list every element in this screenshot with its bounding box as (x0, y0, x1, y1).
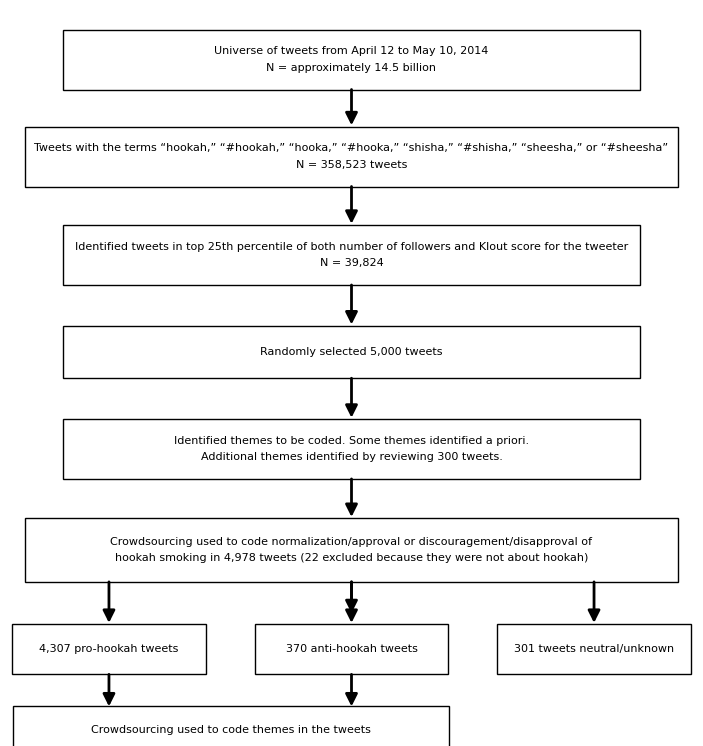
Text: Additional themes identified by reviewing 300 tweets.: Additional themes identified by reviewin… (200, 452, 503, 463)
FancyBboxPatch shape (498, 624, 690, 674)
Text: Randomly selected 5,000 tweets: Randomly selected 5,000 tweets (260, 347, 443, 357)
Text: Crowdsourcing used to code themes in the tweets: Crowdsourcing used to code themes in the… (91, 724, 370, 735)
FancyBboxPatch shape (63, 419, 640, 479)
FancyBboxPatch shape (25, 518, 678, 582)
Text: Identified themes to be coded. Some themes identified a priori.: Identified themes to be coded. Some them… (174, 436, 529, 446)
Text: Universe of tweets from April 12 to May 10, 2014: Universe of tweets from April 12 to May … (214, 46, 489, 57)
FancyBboxPatch shape (63, 225, 640, 285)
Text: hookah smoking in 4,978 tweets (22 excluded because they were not about hookah): hookah smoking in 4,978 tweets (22 exclu… (115, 553, 588, 563)
Text: Tweets with the terms “hookah,” “#hookah,” “hooka,” “#hooka,” “shisha,” “#shisha: Tweets with the terms “hookah,” “#hookah… (34, 143, 669, 154)
FancyBboxPatch shape (25, 127, 678, 186)
Text: 4,307 pro-hookah tweets: 4,307 pro-hookah tweets (39, 644, 179, 654)
FancyBboxPatch shape (255, 624, 449, 674)
FancyBboxPatch shape (63, 326, 640, 378)
Text: N = 358,523 tweets: N = 358,523 tweets (296, 160, 407, 170)
Text: 370 anti-hookah tweets: 370 anti-hookah tweets (285, 644, 418, 654)
FancyBboxPatch shape (13, 706, 449, 746)
FancyBboxPatch shape (63, 30, 640, 90)
Text: N = 39,824: N = 39,824 (320, 258, 383, 269)
Text: Identified tweets in top 25th percentile of both number of followers and Klout s: Identified tweets in top 25th percentile… (75, 242, 628, 252)
Text: 301 tweets neutral/unknown: 301 tweets neutral/unknown (514, 644, 674, 654)
Text: Crowdsourcing used to code normalization/approval or discouragement/disapproval : Crowdsourcing used to code normalization… (110, 536, 593, 547)
Text: N = approximately 14.5 billion: N = approximately 14.5 billion (266, 63, 437, 73)
FancyBboxPatch shape (12, 624, 206, 674)
